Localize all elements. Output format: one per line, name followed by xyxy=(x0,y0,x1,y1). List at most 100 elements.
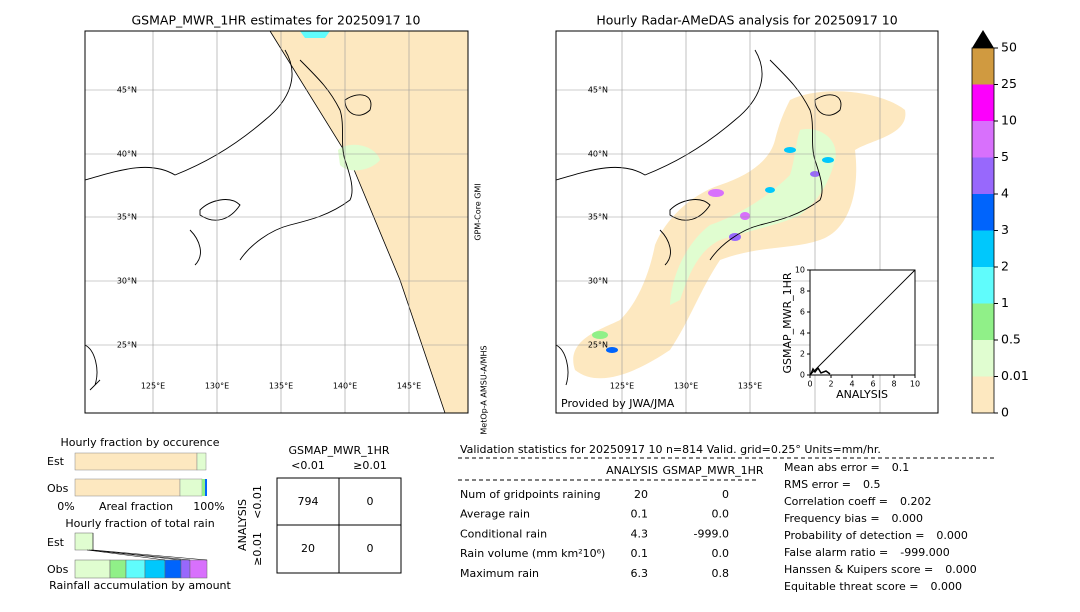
cell: 794 xyxy=(298,495,319,508)
left-map-title: GSMAP_MWR_1HR estimates for 20250917 10 xyxy=(132,13,421,28)
colorbar-segment xyxy=(972,48,994,85)
swath-edge xyxy=(269,30,446,414)
col-header: GSMAP_MWR_1HR xyxy=(662,464,763,477)
lon-label: 130°E xyxy=(674,382,698,391)
row-label: Num of gridpoints raining xyxy=(460,488,601,501)
axis-label: 0% xyxy=(57,500,74,513)
value: 0.0 xyxy=(712,547,730,560)
axis-label: Areal fraction xyxy=(99,500,173,513)
scatter-ylabel: GSMAP_MWR_1HR xyxy=(781,272,794,373)
value: 0 xyxy=(722,488,729,501)
value: -999.0 xyxy=(694,527,729,540)
y-tick-label: 2 xyxy=(800,350,805,359)
lat-label: 35°N xyxy=(117,213,137,222)
score-value: 0.000 xyxy=(892,512,924,525)
score-label: Equitable threat score = xyxy=(784,580,918,593)
x-tick-label: 8 xyxy=(891,380,896,389)
lat-label: 45°N xyxy=(588,86,608,95)
fraction-title: Hourly fraction by occurence xyxy=(61,436,220,449)
row-label: <0.01 xyxy=(251,485,264,519)
value: 0.1 xyxy=(631,508,649,521)
lon-label: 125°E xyxy=(141,382,165,391)
colorbar-label: 1 xyxy=(1001,295,1009,310)
scatter-xlabel: ANALYSIS xyxy=(836,388,888,401)
colorbar-segment xyxy=(972,230,994,267)
colorbar-segment xyxy=(972,340,994,377)
score-value: 0.202 xyxy=(900,495,932,508)
colorbar-label: 0.5 xyxy=(1001,332,1021,347)
axis-label: 100% xyxy=(193,500,224,513)
diagonal xyxy=(809,269,916,376)
scatter-points xyxy=(810,366,831,375)
score-label: False alarm ratio = xyxy=(784,546,888,559)
colorbar-label: 0 xyxy=(1001,405,1009,420)
rain-patch xyxy=(338,144,380,171)
lat-label: 30°N xyxy=(588,277,608,286)
cell: 0 xyxy=(367,495,374,508)
colorbar-label: 25 xyxy=(1001,76,1017,91)
score-label: Probability of detection = xyxy=(784,529,924,542)
y-tick-label: 10 xyxy=(795,266,805,275)
lon-label: 130°E xyxy=(205,382,229,391)
score-label: Frequency bias = xyxy=(784,512,880,525)
value: 0.1 xyxy=(631,547,649,560)
row-label: Obs xyxy=(47,482,69,495)
score-value: 0.1 xyxy=(892,461,910,474)
coastline xyxy=(84,49,372,391)
score-label: Mean abs error = xyxy=(784,461,880,474)
row-label: Obs xyxy=(47,563,69,576)
colorbar-label: 5 xyxy=(1001,149,1009,164)
total-bars xyxy=(74,532,208,579)
colorbar-extend xyxy=(972,30,994,48)
x-tick-label: 4 xyxy=(849,380,854,389)
score-value: -999.000 xyxy=(900,546,949,559)
score-value: 0.000 xyxy=(930,580,962,593)
sat-label: GPM-Core GMI xyxy=(474,183,483,240)
stats-header: Validation statistics for 20250917 10 n=… xyxy=(460,443,881,456)
colorbar-segment xyxy=(972,267,994,304)
colorbar-segment xyxy=(972,121,994,158)
x-tick-label: 10 xyxy=(910,380,920,389)
fraction-title: Hourly fraction of total rain xyxy=(65,517,214,530)
colorbar-segment xyxy=(972,157,994,194)
value: 0.0 xyxy=(712,508,730,521)
score-label: RMS error = xyxy=(784,478,851,491)
fraction-footer: Rainfall accumulation by amount xyxy=(49,579,231,592)
value: 6.3 xyxy=(631,567,649,580)
lat-label: 25°N xyxy=(588,341,608,350)
occurrence-bars xyxy=(74,452,207,497)
value: 20 xyxy=(634,488,648,501)
row-label: Est xyxy=(47,455,65,468)
sat-label: MetOp-A AMSU-A/MHS xyxy=(480,345,489,434)
lon-label: 145°E xyxy=(397,382,421,391)
colorbar-label: 3 xyxy=(1001,222,1009,237)
lat-label: 30°N xyxy=(117,277,137,286)
col-label: ≥0.01 xyxy=(353,459,387,472)
colorbar-segment xyxy=(972,303,994,340)
score-value: 0.000 xyxy=(945,563,977,576)
score-label: Correlation coeff = xyxy=(784,495,888,508)
y-tick-label: 8 xyxy=(800,287,805,296)
row-label: Average rain xyxy=(460,508,530,521)
colorbar-label: 4 xyxy=(1001,186,1009,201)
contingency-grid xyxy=(277,478,401,573)
colorbar-label: 2 xyxy=(1001,259,1009,274)
lon-label: 125°E xyxy=(610,382,634,391)
y-tick-label: 6 xyxy=(800,308,805,317)
value: 4.3 xyxy=(631,527,649,540)
lon-label: 135°E xyxy=(269,382,293,391)
colorbar-label: 50 xyxy=(1001,40,1017,55)
lon-label: 135°E xyxy=(738,382,762,391)
lat-label: 25°N xyxy=(117,341,137,350)
lon-label: 140°E xyxy=(333,382,357,391)
contingency-title: GSMAP_MWR_1HR xyxy=(288,444,389,457)
right-map-frame xyxy=(555,30,939,414)
score-value: 0.5 xyxy=(863,478,881,491)
lat-label: 45°N xyxy=(117,86,137,95)
row-label: Conditional rain xyxy=(460,527,547,540)
value: 0.8 xyxy=(712,567,730,580)
right-map-title: Hourly Radar-AMeDAS analysis for 2025091… xyxy=(596,13,897,28)
credit: Provided by JWA/JMA xyxy=(561,397,675,410)
colorbar-segment xyxy=(972,376,994,413)
